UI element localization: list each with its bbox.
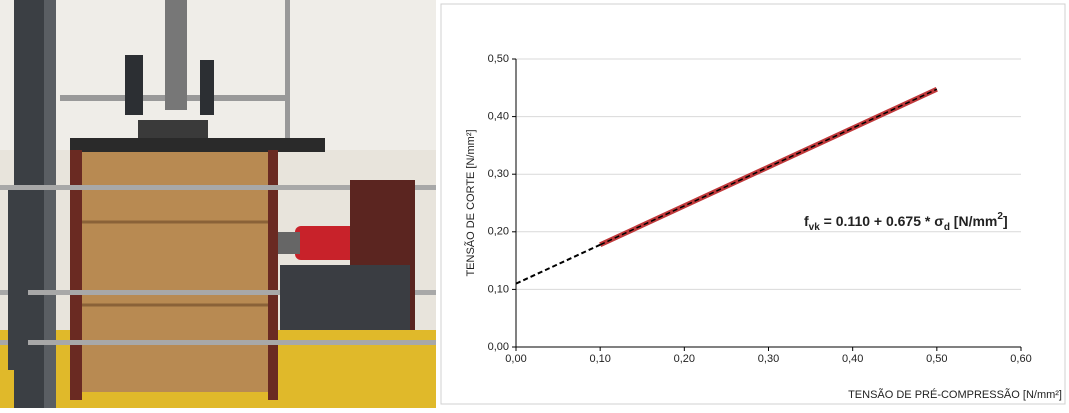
y-tick-label: 0,20	[488, 226, 509, 238]
y-tick-label: 0,30	[488, 168, 509, 180]
equation-part: [N/mm	[950, 213, 997, 229]
equation-part: vk	[809, 222, 821, 233]
page: 0,00 0,10 0,20 0,30 0,40 0,50 0,00 0,10 0,20 0,30…	[0, 0, 1069, 408]
extension-line	[516, 245, 600, 284]
y-tick-label: 0,10	[488, 283, 509, 295]
x-tick-label: 0,00	[505, 353, 526, 365]
equation: fvk = 0.110 + 0.675 * σd [N/mm2]	[804, 211, 1008, 233]
x-tick-label: 0,30	[758, 353, 779, 365]
y-tick-label: 0,50	[488, 53, 509, 65]
x-tick-label: 0,20	[674, 353, 695, 365]
x-tick-label: 0,60	[1010, 353, 1031, 365]
x-axis-label: TENSÃO DE PRÉ-COMPRESSÃO [N/mm²]	[848, 388, 1062, 401]
y-tick-label: 0,40	[488, 111, 509, 123]
y-tick-label: 0,00	[488, 341, 509, 353]
equation-part: = 0.110 + 0.675 * σ	[820, 213, 944, 229]
y-axis-label: TENSÃO DE CORTE [N/mm²]	[464, 129, 477, 276]
x-tick-label: 0,50	[926, 353, 947, 365]
equation-part: ]	[1003, 213, 1008, 229]
chart-frame	[441, 4, 1065, 404]
photo	[0, 0, 436, 408]
x-tick-label: 0,10	[589, 353, 610, 365]
x-tick-label: 0,40	[842, 353, 863, 365]
